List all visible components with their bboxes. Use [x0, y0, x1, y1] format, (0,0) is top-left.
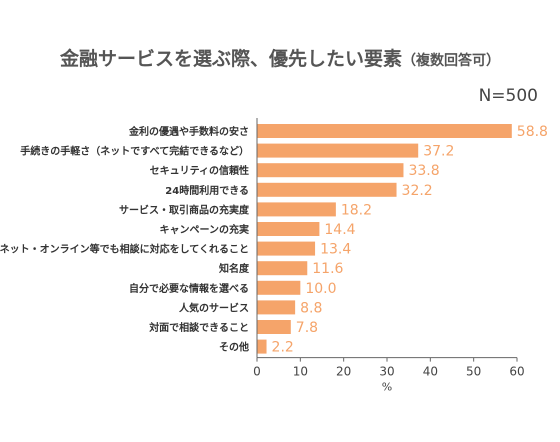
bar: [257, 124, 512, 138]
x-tick-label: 20: [336, 365, 351, 379]
value-label: 58.8: [517, 124, 548, 140]
value-label: 14.4: [324, 222, 355, 238]
category-label: 金利の優遇や手数料の安さ: [128, 125, 249, 138]
value-label: 2.2: [272, 340, 294, 356]
bar: [257, 300, 296, 315]
value-label: 7.8: [296, 320, 318, 336]
bar: [257, 222, 320, 236]
category-label: 人気のサービス: [179, 301, 249, 314]
x-tick-label: 0: [253, 365, 261, 379]
category-label: 手続きの手軽さ（ネットですべて完結できるなど）: [20, 145, 249, 158]
chart-title-main: 金融サービスを選ぶ際、優先したい要素: [59, 48, 402, 70]
value-label: 11.6: [312, 261, 343, 277]
x-tick-label: 40: [423, 365, 438, 379]
value-label: 10.0: [305, 281, 336, 297]
category-label: ネット・オンライン等でも相談に対応をしてくれること: [0, 243, 249, 256]
bar: [257, 280, 301, 295]
chart-subtitle: （複数回答可）: [402, 53, 500, 69]
value-label: 18.2: [341, 202, 372, 218]
value-label: 37.2: [423, 144, 454, 160]
category-label: サービス・取引商品の充実度: [119, 203, 250, 216]
bar: [257, 339, 267, 354]
value-label: 13.4: [320, 242, 351, 258]
x-axis-title: %: [382, 381, 392, 394]
x-tick-label: 30: [379, 365, 394, 379]
bar: [257, 202, 336, 217]
bar: [257, 241, 316, 256]
sample-size-note: N=500: [478, 86, 538, 106]
bar: [257, 261, 308, 276]
bar: [257, 320, 291, 334]
category-label: 自分で必要な情報を選べる: [129, 282, 249, 295]
category-label: 対面で相談できること: [148, 321, 249, 334]
bar: [257, 163, 404, 178]
category-label: 24時間利用できる: [165, 184, 249, 197]
x-tick-label: 60: [509, 365, 524, 379]
bar: [257, 143, 419, 158]
chart-title: 金融サービスを選ぶ際、優先したい要素（複数回答可）: [0, 44, 560, 71]
bar: [257, 182, 397, 197]
category-label: その他: [219, 341, 249, 354]
value-label: 32.2: [402, 183, 433, 199]
value-label: 33.8: [408, 163, 439, 179]
category-label: 知名度: [218, 262, 250, 275]
x-tick-label: 10: [293, 365, 308, 379]
value-label: 8.8: [300, 300, 322, 316]
category-label: セキュリティの信頼性: [150, 164, 249, 177]
category-label: キャンペーンの充実: [160, 223, 250, 236]
x-tick-label: 50: [466, 365, 481, 379]
